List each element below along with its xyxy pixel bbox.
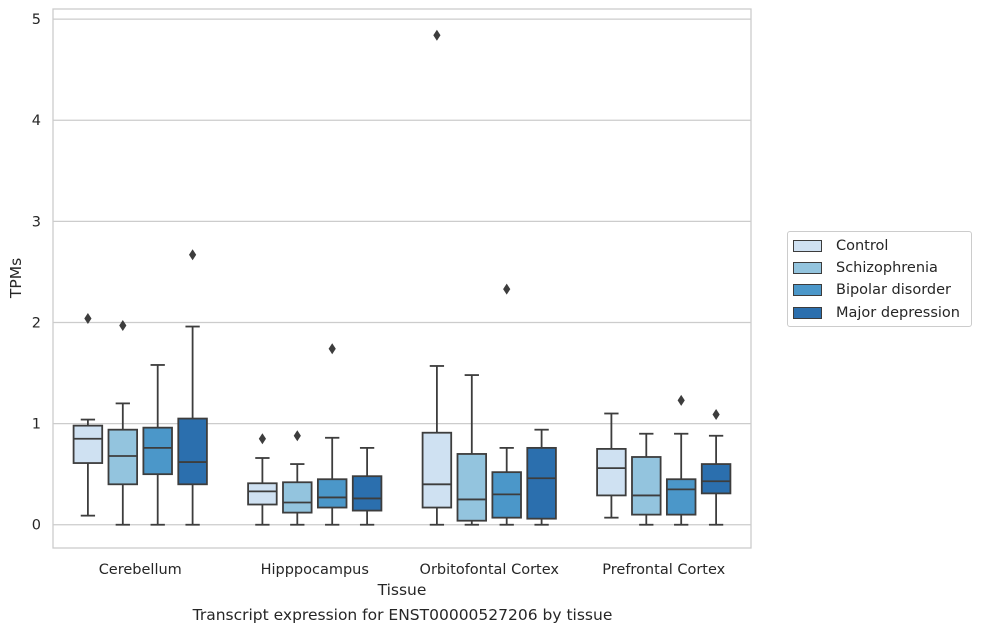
outlier-marker bbox=[119, 320, 127, 332]
box-group-prefrontal-cortex-bipolar-disorder bbox=[665, 394, 697, 526]
legend-label-control: Control bbox=[836, 238, 889, 254]
gridlines bbox=[53, 18, 751, 526]
outlier-marker bbox=[258, 433, 266, 445]
box-iqr bbox=[526, 446, 557, 520]
x-tick-label-prefrontal-cortex: Prefrontal Cortex bbox=[602, 562, 725, 578]
outlier-marker bbox=[293, 430, 301, 442]
outlier-marker bbox=[677, 394, 685, 406]
outlier-marker bbox=[712, 409, 720, 421]
box-group-orbitofontal-cortex-schizophrenia bbox=[456, 374, 488, 526]
y-tick-labels: 0 1 2 3 4 5 bbox=[32, 12, 41, 534]
box-group-cerebellum-control bbox=[72, 312, 104, 517]
x-tick-label-orbitofontal-cortex: Orbitofontal Cortex bbox=[420, 562, 560, 578]
box-iqr bbox=[72, 424, 104, 464]
box-group-hipppocampus-control bbox=[247, 433, 278, 526]
x-tick-label-cerebellum: Cerebellum bbox=[99, 562, 182, 578]
legend-swatch-bipolar-disorder bbox=[793, 284, 822, 296]
box-group-hipppocampus-bipolar-disorder bbox=[316, 343, 348, 526]
box-group-orbitofontal-cortex-control bbox=[421, 29, 453, 526]
box-iqr bbox=[351, 475, 383, 512]
box-iqr bbox=[665, 478, 697, 516]
legend-label-schizophrenia: Schizophrenia bbox=[836, 260, 938, 276]
outlier-marker bbox=[84, 312, 92, 324]
legend-swatch-schizophrenia bbox=[793, 262, 822, 274]
plot-marks bbox=[72, 29, 732, 526]
box-group-cerebellum-major-depression bbox=[177, 249, 208, 526]
legend-swatch-control bbox=[793, 240, 822, 252]
legend: Control Schizophrenia Bipolar disorder M… bbox=[787, 231, 972, 327]
box-group-prefrontal-cortex-schizophrenia bbox=[631, 432, 662, 526]
box-iqr bbox=[456, 453, 488, 522]
y-tick-label-4: 4 bbox=[32, 113, 41, 129]
box-iqr bbox=[142, 426, 173, 476]
y-tick-label-0: 0 bbox=[32, 518, 41, 534]
box-iqr bbox=[107, 428, 139, 486]
legend-item-schizophrenia: Schizophrenia bbox=[793, 258, 938, 278]
box-group-orbitofontal-cortex-major-depression bbox=[526, 428, 557, 526]
y-tick-label-5: 5 bbox=[32, 12, 41, 28]
box-group-cerebellum-bipolar-disorder bbox=[142, 364, 173, 526]
outlier-marker bbox=[433, 29, 441, 41]
box-group-hipppocampus-schizophrenia bbox=[282, 430, 313, 526]
box-iqr bbox=[700, 463, 732, 495]
box-iqr bbox=[596, 447, 627, 497]
box-iqr bbox=[247, 482, 278, 506]
legend-label-major-depression: Major depression bbox=[836, 305, 960, 321]
box-iqr bbox=[631, 456, 662, 516]
outlier-marker bbox=[189, 249, 197, 261]
figure-caption: Transcript expression for ENST0000052720… bbox=[192, 606, 613, 624]
legend-label-bipolar-disorder: Bipolar disorder bbox=[836, 282, 951, 298]
y-tick-label-2: 2 bbox=[32, 315, 41, 331]
x-tick-label-hipppocampus: Hipppocampus bbox=[261, 562, 369, 578]
box-iqr bbox=[421, 431, 453, 509]
box-group-cerebellum-schizophrenia bbox=[107, 320, 139, 526]
legend-item-bipolar-disorder: Bipolar disorder bbox=[793, 280, 951, 300]
legend-item-control: Control bbox=[793, 236, 888, 256]
box-iqr bbox=[282, 481, 313, 514]
outlier-marker bbox=[503, 283, 511, 295]
outlier-marker bbox=[328, 343, 336, 355]
box-group-prefrontal-cortex-major-depression bbox=[700, 409, 732, 526]
y-axis-label: TPMs bbox=[7, 258, 25, 299]
y-tick-label-1: 1 bbox=[32, 417, 41, 433]
box-group-hipppocampus-major-depression bbox=[351, 446, 383, 526]
box-group-orbitofontal-cortex-bipolar-disorder bbox=[491, 283, 522, 526]
plot-area-frame bbox=[52, 8, 752, 549]
legend-item-major-depression: Major depression bbox=[793, 303, 960, 323]
x-tick-labels: Cerebellum Hipppocampus Orbitofontal Corte… bbox=[99, 562, 726, 578]
box-iqr bbox=[316, 478, 348, 509]
box-iqr bbox=[177, 417, 208, 486]
box-group-prefrontal-cortex-control bbox=[596, 412, 627, 519]
y-tick-label-3: 3 bbox=[32, 214, 41, 230]
legend-swatch-major-depression bbox=[793, 307, 822, 319]
x-axis-label: Tissue bbox=[377, 581, 427, 599]
